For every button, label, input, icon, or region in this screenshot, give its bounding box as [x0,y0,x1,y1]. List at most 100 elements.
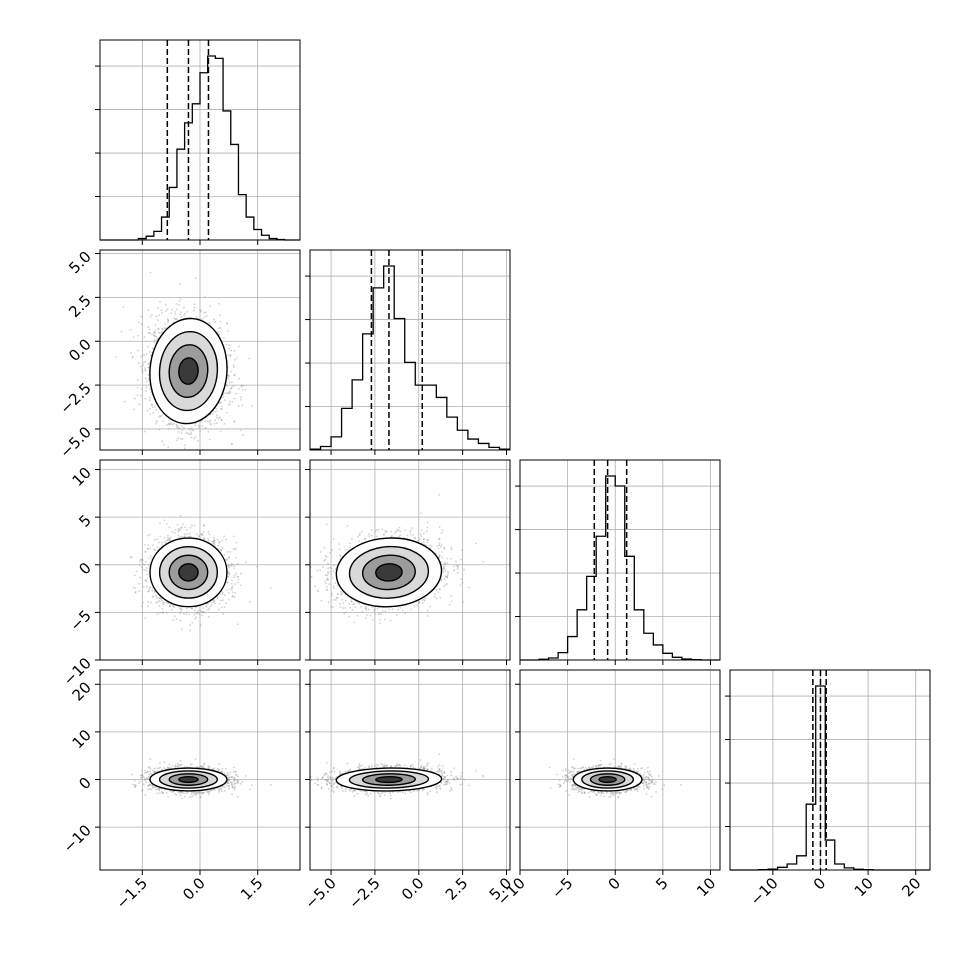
sample-point [204,420,206,423]
sample-point [144,369,147,372]
sample-point [237,562,239,565]
sample-point [129,556,132,559]
sample-point [138,560,141,563]
sample-point [149,396,151,399]
sample-point [179,311,182,314]
sample-point [153,335,156,337]
sample-point [204,296,206,299]
sample-point [219,402,222,404]
sample-point [147,345,149,348]
sample-point [230,586,233,589]
sample-point [195,612,198,615]
sample-point [179,283,181,286]
sample-point [151,333,153,336]
sample-point [213,536,215,539]
sample-point [149,271,152,274]
sample-point [148,351,151,353]
sample-point [131,356,134,359]
sample-point [158,597,161,599]
sample-point [198,535,201,537]
sample-point [156,612,159,615]
sample-point [203,311,205,314]
sample-point [145,567,148,569]
sample-point [139,558,142,561]
sample-point [152,347,154,350]
sample-point [159,331,161,334]
sample-point [179,514,182,517]
sample-point [223,594,226,597]
sample-point [136,379,139,381]
sample-point [213,318,215,321]
sample-point [199,430,202,433]
sample-point [187,535,190,538]
sample-point [182,612,185,615]
sample-point [226,558,229,561]
sample-point [137,334,140,337]
sample-point [218,541,221,544]
sample-point [186,611,189,614]
sample-point [180,432,183,434]
sample-point [178,535,181,538]
sample-point [184,526,186,529]
sample-point [161,327,164,330]
sample-point [167,427,170,430]
sample-point [203,538,206,541]
y-tick-label: 0.0 [65,335,95,365]
sample-point [236,623,239,626]
sample-point [208,608,211,611]
sample-point [148,533,151,536]
sample-point [140,387,143,390]
sample-point [148,587,151,590]
sample-point [228,347,230,350]
panel-background [730,670,930,870]
sample-point [224,392,227,395]
sample-point [178,427,181,429]
sample-point [147,590,150,593]
sample-point [167,539,170,542]
sample-point [145,579,148,582]
sample-point [151,589,154,592]
sample-point [176,426,178,429]
sample-point [213,422,216,425]
sample-point [168,456,170,458]
sample-point [225,589,228,591]
sample-point [195,616,197,619]
sample-point [214,419,216,422]
sample-point [145,353,148,356]
panel-background [310,250,510,450]
sample-point [232,567,235,570]
sample-point [140,365,142,368]
sample-point [219,599,222,602]
sample-point [156,538,159,540]
sample-point [166,539,169,542]
sample-point [224,558,227,561]
sample-point [233,420,236,423]
sample-point [188,629,191,632]
sample-point [227,374,230,377]
sample-point [161,414,163,416]
sample-point [148,331,151,334]
sample-point [189,624,192,626]
sample-point [195,533,198,536]
sample-point [161,328,164,331]
sample-point [135,570,138,573]
sample-point [177,431,180,433]
sample-point [149,315,152,318]
sample-point [183,314,186,317]
sample-point [149,554,152,557]
sample-point [164,322,167,325]
sample-point [225,538,227,541]
sample-point [141,371,144,374]
sample-point [218,327,221,330]
sample-point [229,565,232,567]
sample-point [173,615,176,618]
panel-background [520,460,720,660]
sample-point [231,595,234,598]
sample-point [219,407,222,410]
sample-point [141,566,143,569]
sample-point [144,397,147,400]
scatter-panel-0-1: −5.0−2.50.02.55.0 [56,248,301,462]
sample-point [158,428,161,431]
sample-point [193,303,196,306]
sample-point [144,390,147,393]
